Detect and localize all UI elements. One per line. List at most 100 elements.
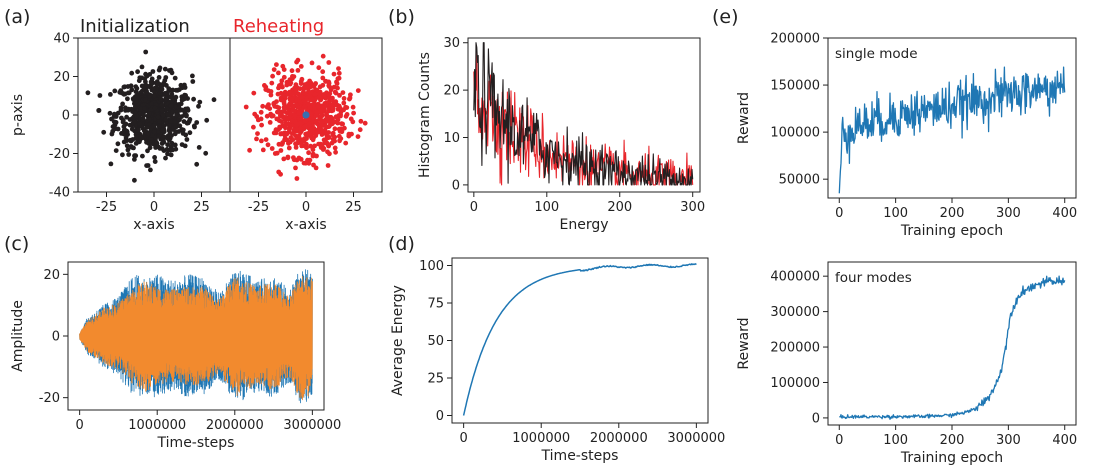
scatter-point xyxy=(341,96,347,101)
scatter-point xyxy=(132,177,137,183)
scatter-point xyxy=(312,143,317,149)
scatter-point xyxy=(165,112,171,118)
scatter-point xyxy=(133,135,139,141)
scatter-point xyxy=(296,110,302,116)
scatter-point xyxy=(169,133,174,139)
scatter-point xyxy=(166,86,172,91)
scatter-point xyxy=(148,137,154,143)
scatter-point xyxy=(152,105,158,111)
scatter-point xyxy=(115,110,121,116)
scatter-point xyxy=(143,89,149,95)
scatter-point xyxy=(143,71,149,77)
scatter-point xyxy=(133,153,139,159)
scatter-point xyxy=(163,116,169,122)
scatter-point xyxy=(348,116,354,122)
scatter-point xyxy=(166,123,172,128)
scatter-point xyxy=(297,86,303,92)
scatter-point xyxy=(331,71,337,77)
scatter-point xyxy=(197,99,203,105)
scatter-point xyxy=(211,97,217,103)
x-tick-label: 2000000 xyxy=(590,431,648,446)
scatter-point xyxy=(301,86,307,92)
scatter-point xyxy=(314,87,320,93)
plot-frame xyxy=(451,257,709,424)
scatter-point xyxy=(182,92,188,98)
scatter-point xyxy=(293,165,298,171)
scatter-point xyxy=(148,125,154,131)
scatter-point xyxy=(303,98,308,103)
scatter-point xyxy=(339,121,344,127)
scatter-point xyxy=(294,121,300,127)
scatter-point xyxy=(152,155,158,160)
scatter-point xyxy=(132,119,137,125)
scatter-point xyxy=(286,145,292,151)
scatter-point xyxy=(196,103,201,109)
panel-label-d: (d) xyxy=(388,233,415,255)
scatter-point xyxy=(309,135,315,141)
scatter-point xyxy=(293,145,299,150)
scatter-point xyxy=(316,95,322,100)
scatter-point xyxy=(310,147,316,153)
scatter-point xyxy=(115,126,121,132)
scatter-point xyxy=(121,84,127,90)
scatter-point xyxy=(271,67,277,72)
scatter-point xyxy=(203,150,209,156)
y-axis-label: Reward xyxy=(736,317,752,369)
y-tick-label: -40 xyxy=(49,186,70,201)
scatter-point xyxy=(295,68,301,73)
scatter-point xyxy=(151,129,157,135)
scatter-point xyxy=(272,151,278,156)
scatter-point xyxy=(298,64,304,69)
scatter-point xyxy=(146,111,152,117)
scatter-point xyxy=(138,135,144,141)
scatter-point xyxy=(269,80,275,86)
scatter-point xyxy=(334,81,340,86)
scatter-point xyxy=(140,153,145,159)
scatter-point xyxy=(192,124,197,130)
x-tick-label: 1000000 xyxy=(512,431,570,446)
scatter-point xyxy=(181,119,187,124)
y-tick-label: 40 xyxy=(53,32,70,47)
scatter-point xyxy=(344,112,350,117)
scatter-point xyxy=(157,65,163,71)
y-tick-label: 50000 xyxy=(779,173,820,188)
scatter-point xyxy=(308,143,313,149)
x-tick-label: 300 xyxy=(996,433,1021,448)
scatter-point xyxy=(126,106,131,112)
scatter-point xyxy=(270,73,275,79)
scatter-point xyxy=(307,105,313,110)
scatter-point xyxy=(120,101,125,107)
scatter-point xyxy=(324,113,330,118)
scatter-point xyxy=(325,163,331,168)
scatter-point xyxy=(259,122,264,128)
scatter-point xyxy=(292,113,298,118)
scatter-point xyxy=(179,97,185,103)
scatter-point xyxy=(121,91,127,97)
scatter-point xyxy=(263,87,269,92)
scatter-point xyxy=(260,147,266,153)
y-tick-label: 0 xyxy=(452,178,460,193)
scatter-point xyxy=(169,70,175,76)
chart-c-amplitude: 0 1000000 2000000 3000000 -20 0 20 Time-steps Am… xyxy=(10,261,341,451)
scatter-point xyxy=(281,74,287,80)
scatter-point xyxy=(280,84,285,90)
scatter-point xyxy=(169,95,175,101)
scatter-point xyxy=(284,131,290,137)
scatter-point xyxy=(294,59,299,65)
x-tick-label: 0 xyxy=(835,433,843,448)
scatter-point xyxy=(109,131,115,137)
y-tick-label: 20 xyxy=(443,84,460,99)
y-axis-label: Average Energy xyxy=(390,285,406,396)
scatter-point xyxy=(125,147,131,153)
y-tick-label: 10 xyxy=(443,131,460,146)
scatter-point xyxy=(170,109,176,114)
scatter-point xyxy=(162,66,168,72)
scatter-point xyxy=(196,145,202,150)
scatter-point xyxy=(179,127,185,132)
chart-b-histogram: 0 100 200 300 0 10 20 30 Energy Histogram Counts xyxy=(417,36,705,233)
scatter-point xyxy=(343,104,348,110)
scatter-point xyxy=(162,78,168,83)
scatter-point xyxy=(136,78,142,84)
scatter-point xyxy=(130,109,135,114)
